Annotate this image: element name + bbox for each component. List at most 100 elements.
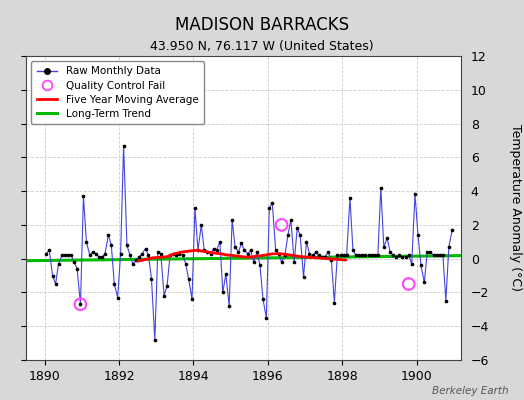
Point — [309, 252, 317, 258]
Point — [147, 276, 156, 282]
Point — [206, 250, 215, 257]
Point — [296, 232, 304, 238]
Point — [277, 259, 286, 265]
Point — [265, 205, 274, 211]
Point — [82, 238, 91, 245]
Point — [340, 252, 348, 258]
Point — [374, 252, 382, 258]
Point — [231, 244, 239, 250]
Point — [389, 252, 397, 258]
Point — [305, 250, 314, 257]
Point — [58, 252, 66, 258]
Point — [287, 217, 295, 223]
Point — [234, 249, 243, 255]
Point — [216, 238, 224, 245]
Point — [225, 303, 233, 309]
Y-axis label: Temperature Anomaly (°C): Temperature Anomaly (°C) — [509, 124, 522, 292]
Legend: Raw Monthly Data, Quality Control Fail, Five Year Moving Average, Long-Term Tren: Raw Monthly Data, Quality Control Fail, … — [31, 61, 204, 124]
Point — [197, 222, 205, 228]
Point — [405, 252, 413, 258]
Point — [361, 252, 369, 258]
Point — [191, 205, 199, 211]
Point — [54, 260, 63, 267]
Point — [271, 247, 280, 254]
Point — [73, 266, 81, 272]
Point — [283, 232, 292, 238]
Text: 43.950 N, 76.117 W (United States): 43.950 N, 76.117 W (United States) — [150, 40, 374, 53]
Point — [346, 195, 354, 201]
Point — [445, 244, 453, 250]
Point — [392, 254, 401, 260]
Point — [101, 250, 109, 257]
Point — [355, 252, 364, 258]
Point — [246, 247, 255, 254]
Point — [395, 252, 403, 258]
Point — [336, 252, 345, 258]
Point — [163, 282, 171, 289]
Point — [104, 232, 113, 238]
Point — [439, 252, 447, 258]
Point — [169, 250, 178, 257]
Point — [184, 276, 193, 282]
Point — [222, 271, 230, 277]
Point — [92, 250, 100, 257]
Point — [63, 252, 72, 258]
Point — [262, 314, 270, 321]
Point — [175, 250, 183, 257]
Point — [89, 249, 97, 255]
Point — [79, 193, 88, 199]
Point — [327, 257, 335, 264]
Point — [114, 294, 122, 301]
Point — [256, 262, 264, 269]
Point — [203, 249, 211, 255]
Point — [333, 252, 342, 258]
Point — [116, 250, 125, 257]
Point — [154, 249, 162, 255]
Point — [160, 293, 168, 299]
Point — [299, 274, 308, 280]
Point — [448, 227, 456, 233]
Point — [194, 247, 202, 254]
Point — [411, 191, 419, 198]
Point — [95, 254, 103, 260]
Point — [277, 222, 286, 228]
Point — [249, 259, 258, 265]
Point — [349, 247, 357, 254]
Point — [77, 301, 85, 308]
Point — [188, 296, 196, 302]
Point — [253, 249, 261, 255]
Point — [442, 298, 450, 304]
Point — [352, 252, 360, 258]
Point — [61, 252, 69, 258]
Point — [48, 272, 57, 279]
Point — [107, 242, 115, 248]
Point — [364, 252, 373, 258]
Point — [417, 262, 425, 269]
Point — [141, 245, 150, 252]
Point — [435, 252, 444, 258]
Point — [343, 252, 351, 258]
Point — [321, 254, 329, 260]
Point — [166, 252, 174, 258]
Point — [370, 252, 379, 258]
Point — [423, 249, 431, 255]
Point — [367, 252, 376, 258]
Point — [290, 259, 298, 265]
Point — [379, 244, 388, 250]
Point — [293, 225, 301, 232]
Point — [45, 247, 53, 254]
Point — [138, 250, 146, 257]
Point — [181, 260, 190, 267]
Point — [281, 252, 289, 258]
Point — [312, 249, 320, 255]
Point — [302, 238, 311, 245]
Point — [324, 249, 332, 255]
Point — [67, 252, 75, 258]
Point — [172, 252, 181, 258]
Point — [135, 254, 144, 260]
Point — [200, 247, 209, 254]
Point — [414, 232, 422, 238]
Point — [377, 184, 385, 191]
Point — [228, 217, 236, 223]
Point — [110, 281, 118, 287]
